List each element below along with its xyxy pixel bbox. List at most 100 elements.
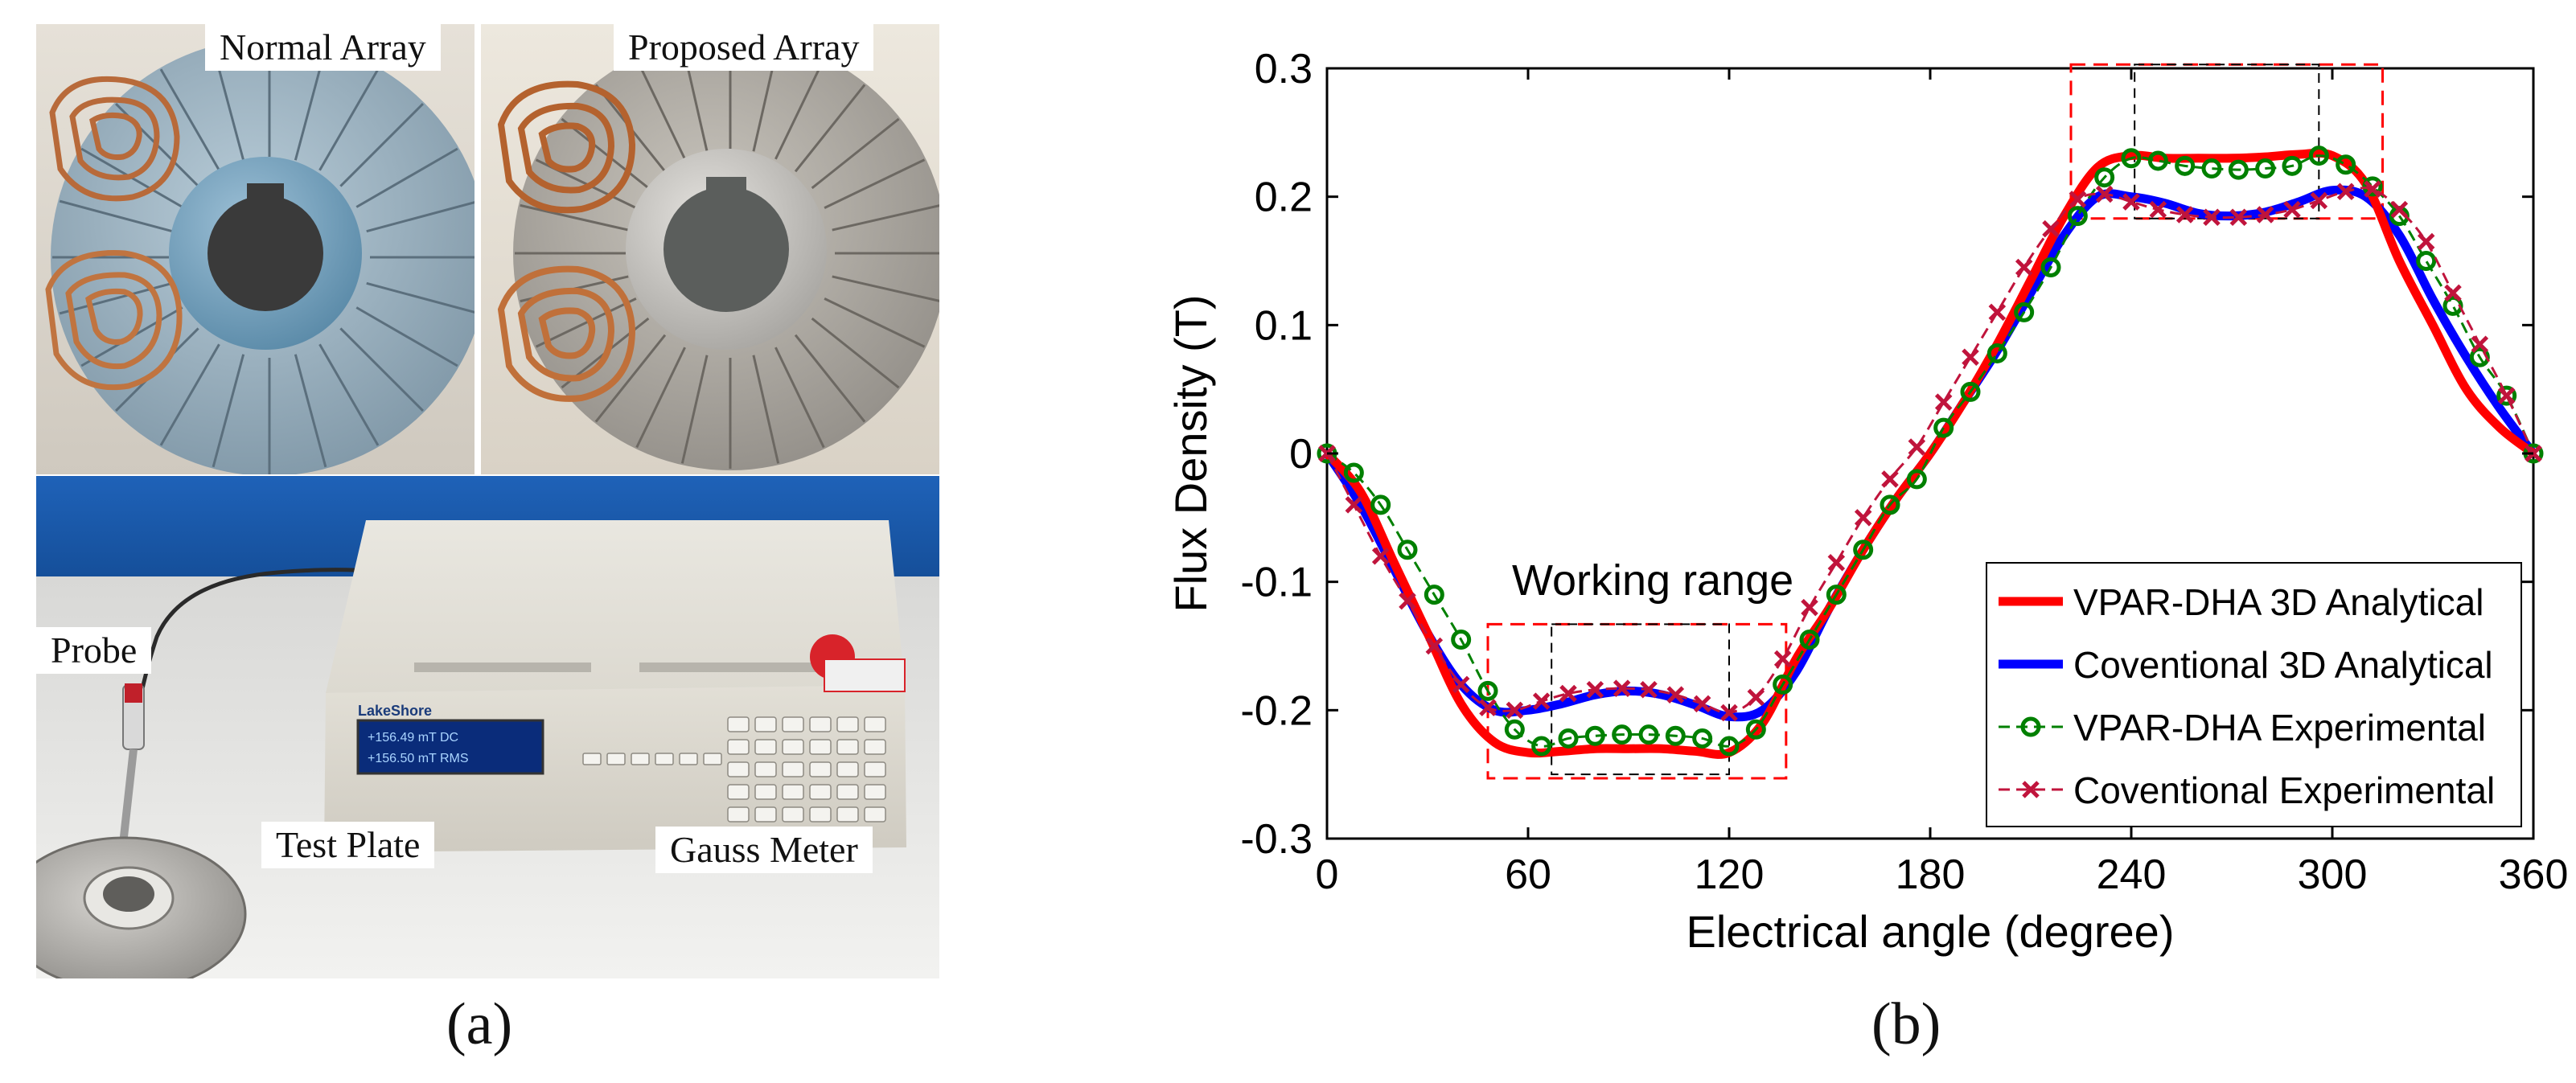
y-tick-label: 0.2 <box>1255 174 1313 221</box>
data-point <box>2175 155 2196 176</box>
data-point <box>1908 438 1926 456</box>
working-range-box <box>2134 64 2320 219</box>
keypad-key <box>782 806 804 823</box>
data-point <box>2255 158 2276 179</box>
keypad-key <box>836 761 859 777</box>
data-point <box>1665 725 1686 746</box>
data-point <box>2364 180 2381 198</box>
data-point <box>1504 719 1525 740</box>
keypad-key <box>864 716 886 732</box>
y-tick-label: -0.1 <box>1240 560 1313 606</box>
keypad-key <box>727 761 750 777</box>
data-point <box>2147 150 2168 171</box>
data-point <box>1719 736 1740 757</box>
series-vpar-dha-3d-analytical <box>1323 148 2537 759</box>
y-tick-label: 0.3 <box>1255 46 1313 92</box>
gauss-meter-body <box>326 520 905 693</box>
magnet-segment-edge <box>594 334 667 423</box>
series-line <box>1326 154 2535 748</box>
series-vpar-dha-experimental <box>1317 146 2544 757</box>
legend-item: VPAR-DHA Experimental <box>1999 707 2486 749</box>
magnet-segment-edge <box>774 58 825 160</box>
data-point <box>1799 630 1820 650</box>
keypad-key <box>782 761 804 777</box>
keypad-key <box>754 761 777 777</box>
data-point <box>1532 692 1551 710</box>
keypad-key <box>836 716 859 732</box>
test-plate <box>36 836 247 978</box>
data-point <box>1559 684 1577 703</box>
keypad-key <box>836 806 859 823</box>
data-point <box>1826 585 1847 605</box>
panel-b: 0 60 120 180 240 300 360 -0.3 -0.2 -0.1 0 0.1 0.2 0.3… <box>949 0 2576 1079</box>
data-point <box>1827 553 1846 572</box>
data-point <box>2015 258 2033 277</box>
gauss-meter-label: Gauss Meter <box>655 827 873 873</box>
keypad-key <box>754 784 777 800</box>
x-axis-label: Electrical angle (degree) <box>1687 906 2175 957</box>
magnet-segment-edge <box>318 343 380 446</box>
data-point <box>2362 176 2383 197</box>
data-point <box>2175 206 2194 224</box>
panel-b-caption: (b) <box>1871 991 1941 1057</box>
data-point <box>1531 736 1552 757</box>
keypad-key <box>809 784 832 800</box>
magnet-segment-edge <box>318 68 380 171</box>
data-point <box>1424 585 1444 605</box>
data-point <box>1640 681 1658 699</box>
data-point <box>2067 206 2088 227</box>
magnet-segment-edge <box>824 158 926 209</box>
normal-array-label: Normal Array <box>205 24 441 71</box>
data-point <box>1586 681 1604 699</box>
data-point <box>1479 699 1497 716</box>
magnet-segment-edge <box>159 343 220 446</box>
data-point <box>1451 630 1472 650</box>
data-point <box>1397 539 1418 560</box>
legend-label: Coventional Experimental <box>2073 769 2495 811</box>
flux-density-chart: 0 60 120 180 240 300 360 -0.3 -0.2 -0.1 0 0.1 0.2 0.3… <box>1165 46 2569 957</box>
y-tick-label: 0.1 <box>1255 302 1313 349</box>
legend-marker <box>2020 716 2041 737</box>
data-point <box>1934 393 1953 411</box>
data-point <box>1933 417 1954 438</box>
x-tick-label: 360 <box>2499 851 2569 898</box>
magnet-segment-edge <box>752 355 780 464</box>
data-point <box>1613 679 1631 697</box>
data-point <box>1853 539 1874 560</box>
data-point <box>1986 343 2007 363</box>
magnet-segment-edge <box>520 203 629 232</box>
magnet-segment-edge <box>811 117 900 190</box>
keypad-key <box>782 716 804 732</box>
data-point <box>1854 509 1872 527</box>
magnet-segment-edge <box>59 199 173 233</box>
keypad-key <box>727 716 750 732</box>
y-tick-label: -0.2 <box>1240 687 1313 734</box>
meter-display <box>356 719 544 775</box>
x-tick-label: 0 <box>1316 851 1339 898</box>
data-point <box>2496 385 2517 406</box>
data-point <box>1881 470 1899 488</box>
data-point <box>1693 695 1711 713</box>
legend-label: VPAR-DHA 3D Analytical <box>2073 581 2484 623</box>
data-point <box>2336 183 2355 201</box>
y-tick-label: -0.3 <box>1240 816 1313 863</box>
keypad-key <box>864 806 886 823</box>
magnet-segment-edge <box>774 347 825 449</box>
keypad-key <box>655 753 674 765</box>
gauss-meter-photo: LakeShore +156.49 mT DC +156.50 mT RMS P… <box>36 476 939 978</box>
data-point <box>2497 387 2516 404</box>
legend-marker <box>2022 781 2040 798</box>
series-coventional-experimental <box>1318 180 2542 722</box>
proposed-array-photo: Proposed Array <box>481 24 939 474</box>
magnet-segment-edge <box>635 347 686 449</box>
data-point <box>1343 462 1364 483</box>
data-point <box>1370 494 1391 515</box>
legend: VPAR-DHA 3D Analytical Coventional 3D Ana… <box>1986 562 2522 827</box>
magnet-segment-edge <box>294 354 327 468</box>
data-point <box>2122 193 2140 211</box>
copper-coil <box>497 265 636 402</box>
data-point <box>2094 167 2115 188</box>
data-point <box>1666 686 1685 704</box>
x-tick-label: 120 <box>1695 851 1765 898</box>
data-point <box>1399 592 1416 610</box>
